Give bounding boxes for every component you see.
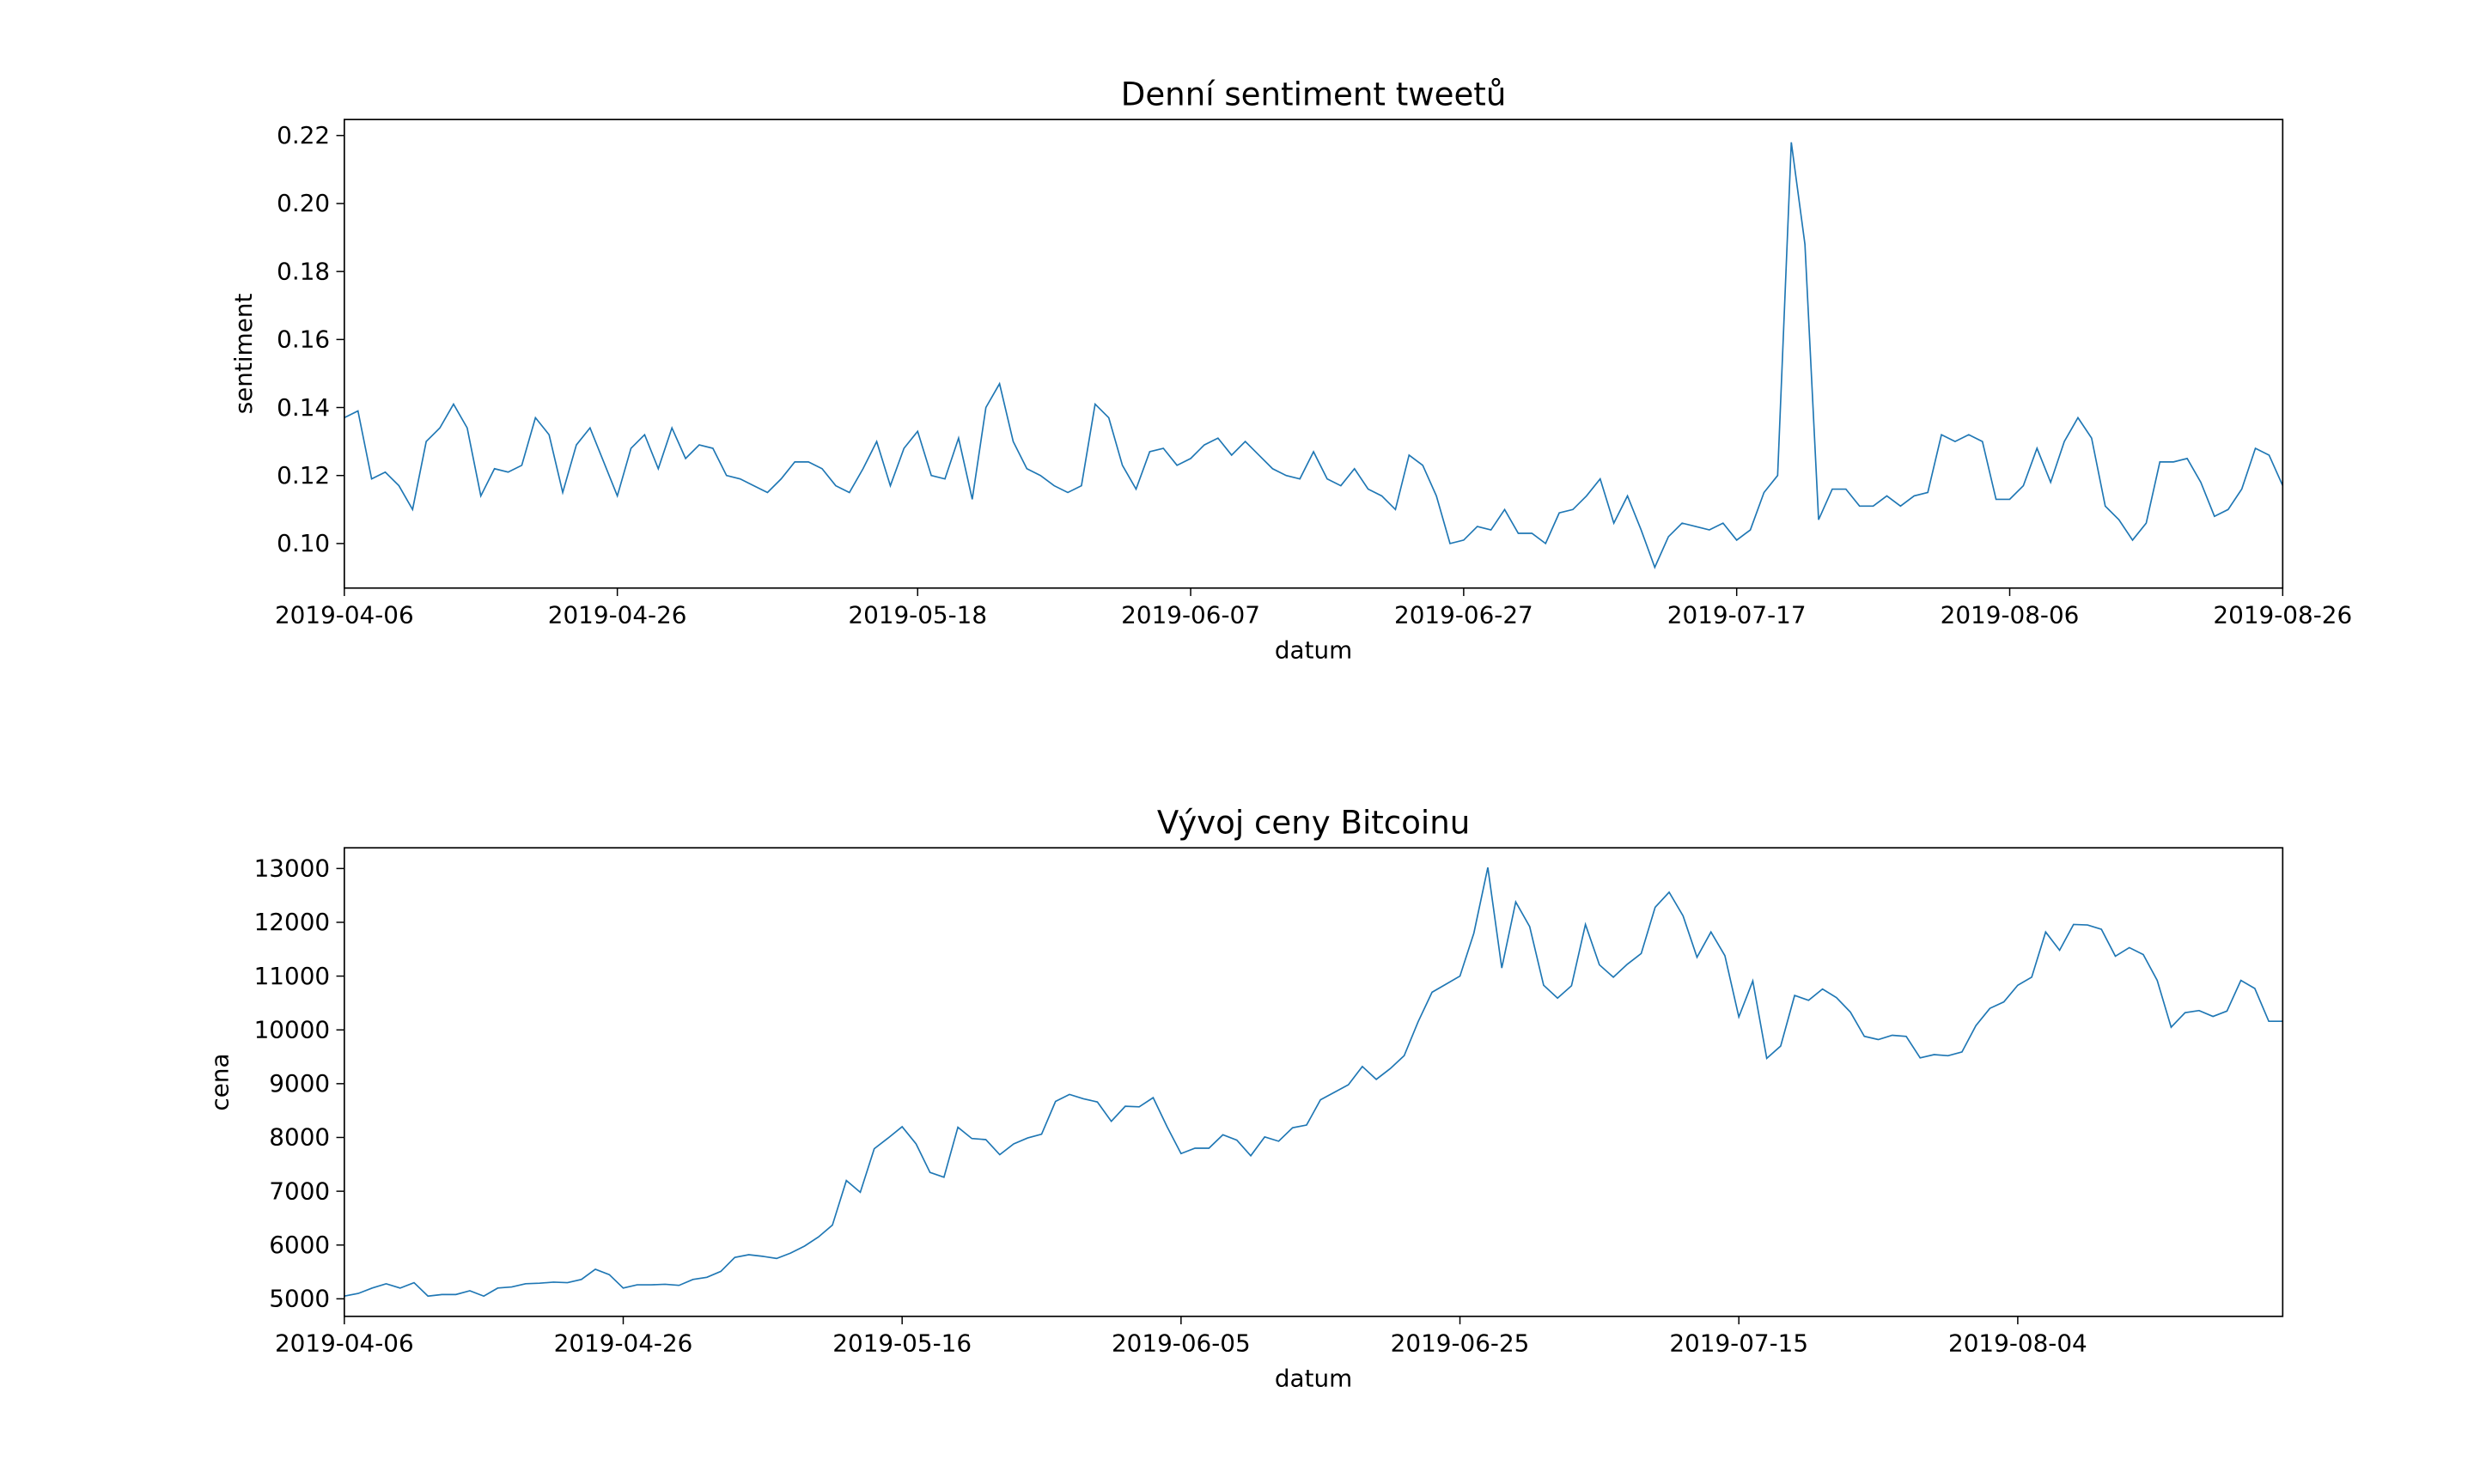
y-tick-label: 0.10	[277, 529, 330, 557]
y-tick-label: 11000	[254, 962, 331, 990]
y-tick-label: 12000	[254, 908, 331, 936]
data-line	[344, 867, 2283, 1298]
x-tick-label: 2019-08-04	[1948, 1329, 2087, 1358]
x-tick-label: 2019-06-25	[1391, 1329, 1530, 1358]
y-tick-label: 0.14	[277, 393, 330, 422]
y-tick-label: 13000	[254, 855, 331, 883]
y-tick-label: 8000	[269, 1123, 330, 1152]
x-tick-label: 2019-04-06	[275, 1329, 414, 1358]
y-tick-label: 0.12	[277, 461, 330, 490]
chart-title: Vývoj ceny Bitcoinu	[1157, 805, 1470, 842]
data-line	[344, 142, 2284, 569]
x-tick-label: 2019-06-07	[1121, 601, 1260, 629]
x-tick-label: 2019-04-26	[548, 601, 687, 629]
chart-title: Denní sentiment tweetů	[1121, 76, 1507, 113]
y-tick-label: 0.20	[277, 189, 330, 217]
x-axis-label: datum	[1275, 1364, 1352, 1392]
y-tick-label: 0.16	[277, 325, 330, 354]
y-tick-label: 10000	[254, 1015, 331, 1043]
x-tick-label: 2019-04-26	[554, 1329, 693, 1358]
y-tick-label: 9000	[269, 1069, 330, 1098]
x-tick-label: 2019-06-27	[1394, 601, 1533, 629]
y-axis-label: cena	[205, 1053, 234, 1110]
x-tick-label: 2019-07-15	[1669, 1329, 1808, 1358]
axes-frame	[343, 119, 2284, 589]
x-tick-label: 2019-05-16	[832, 1329, 972, 1358]
y-tick-label: 0.22	[277, 121, 330, 149]
x-tick-label: 2019-08-26	[2213, 601, 2352, 629]
x-axis-label: datum	[1275, 636, 1352, 664]
y-tick-label: 0.18	[277, 257, 330, 285]
y-axis-label: sentiment	[229, 294, 258, 415]
x-tick-label: 2019-04-06	[275, 601, 414, 629]
x-tick-label: 2019-06-05	[1112, 1329, 1251, 1358]
axes-frame	[343, 847, 2284, 1317]
x-tick-label: 2019-08-06	[1941, 601, 2080, 629]
x-tick-label: 2019-05-18	[848, 601, 987, 629]
x-tick-label: 2019-07-17	[1667, 601, 1807, 629]
y-tick-label: 6000	[269, 1231, 330, 1259]
y-tick-label: 5000	[269, 1285, 330, 1313]
y-tick-label: 7000	[269, 1177, 330, 1205]
